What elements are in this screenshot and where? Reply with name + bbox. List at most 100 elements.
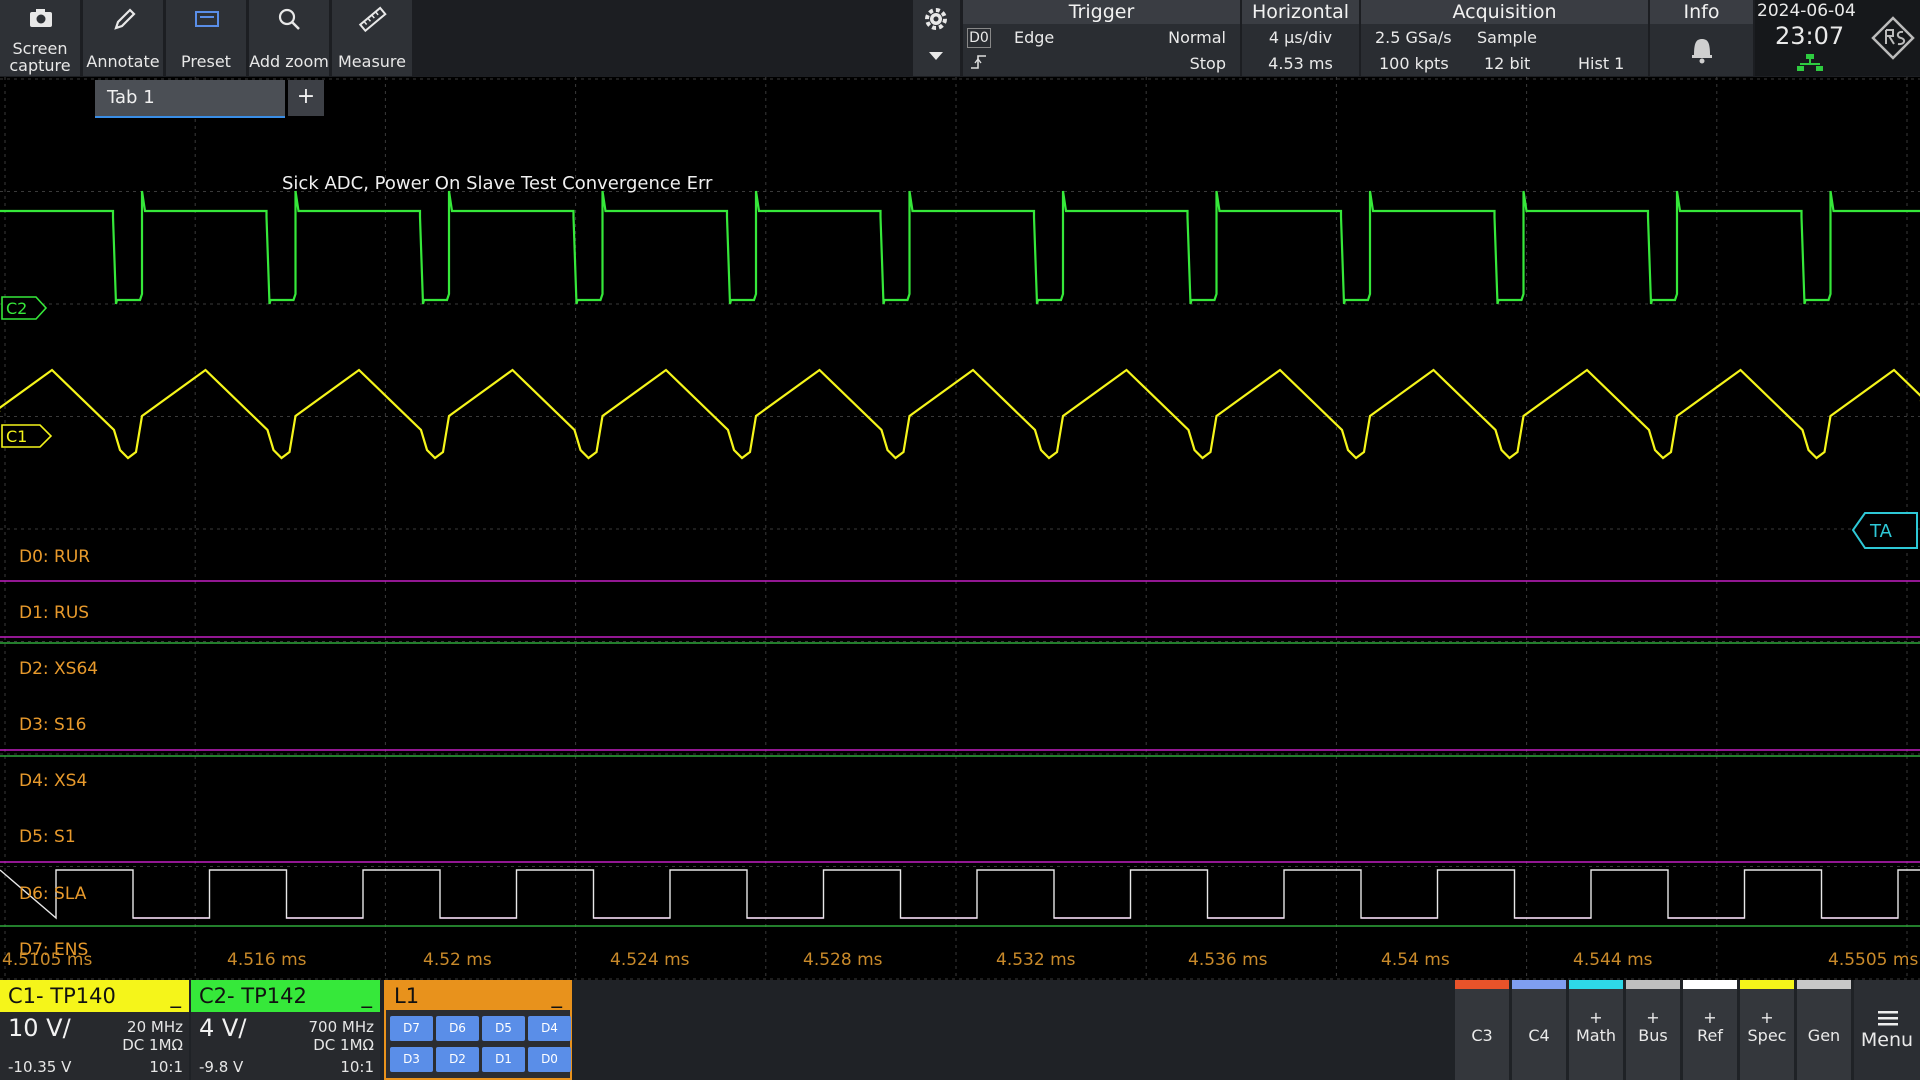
c4-button[interactable]: C4 xyxy=(1512,980,1566,1080)
digital-label-d0[interactable]: D0: RUR xyxy=(19,547,91,567)
ref-plus: + xyxy=(1703,1008,1717,1027)
c1-marker-label: C1 xyxy=(6,427,27,446)
l1-d6-button[interactable]: D6 xyxy=(436,1016,479,1041)
l1-minimize-icon[interactable]: _ xyxy=(551,984,563,1008)
c1-minimize-icon[interactable]: _ xyxy=(170,984,182,1008)
spec-button[interactable]: + Spec xyxy=(1740,980,1794,1080)
rs-logo xyxy=(1867,0,1920,76)
c1-channel-box[interactable]: C1- TP140 _ 10 V/ 20 MHz DC 1MΩ -10.35 V… xyxy=(0,980,189,1080)
trigger-type: Edge xyxy=(1014,28,1055,47)
c1-header: C1- TP140 _ xyxy=(0,980,189,1012)
l1-digital-buttons: D7 D6 D5 D4 D3 D2 D1 D0 xyxy=(386,1010,571,1078)
rising-edge-icon xyxy=(971,55,986,69)
l1-d2-button[interactable]: D2 xyxy=(436,1047,479,1072)
c2-minimize-icon[interactable]: _ xyxy=(361,984,373,1008)
add-zoom-button[interactable]: Add zoom xyxy=(249,0,329,76)
math-plus: + xyxy=(1589,1008,1603,1027)
l1-d1-button[interactable]: D1 xyxy=(482,1047,525,1072)
gear-icon xyxy=(925,8,947,60)
info-title: Info xyxy=(1650,0,1753,24)
annotate-button[interactable]: Annotate xyxy=(83,0,163,76)
preset-button[interactable]: Preset xyxy=(166,0,246,76)
spec-plus: + xyxy=(1760,1008,1774,1027)
l1-d5-button[interactable]: D5 xyxy=(482,1016,525,1041)
digital-label-d7[interactable]: D7: ENS xyxy=(19,940,89,960)
screen-capture-button[interactable]: Screen capture xyxy=(0,0,80,76)
ref-label: Ref xyxy=(1697,1026,1723,1045)
measure-button[interactable]: Measure xyxy=(332,0,412,76)
c2-offset: -9.8 V xyxy=(199,1058,244,1076)
trigger-level-marker[interactable]: TA xyxy=(1851,512,1918,549)
screen-capture-label: Screen capture xyxy=(9,39,71,75)
gen-label: Gen xyxy=(1807,1026,1841,1045)
magnifier-icon xyxy=(249,6,329,34)
time-tick-label: 4.544 ms xyxy=(1573,950,1653,970)
c1-coupling: DC 1MΩ xyxy=(122,1036,183,1054)
bus-button[interactable]: + Bus xyxy=(1626,980,1680,1080)
c3-label: C3 xyxy=(1471,1026,1493,1045)
l1-d4-button[interactable]: D4 xyxy=(528,1016,571,1041)
ruler-icon xyxy=(332,6,412,34)
c2-name: C2- TP142 xyxy=(199,984,307,1008)
trigger-panel[interactable]: Trigger D0 Edge Normal Stop xyxy=(963,0,1240,76)
c2-probe: 10:1 xyxy=(340,1058,374,1076)
c2-channel-box[interactable]: C2- TP142 _ 4 V/ 700 MHz DC 1MΩ -9.8 V 1… xyxy=(191,980,380,1080)
math-label: Math xyxy=(1575,1026,1617,1045)
trigger-mode: Normal xyxy=(1168,28,1226,47)
datetime-display: 2024-06-04 23:07 xyxy=(1755,0,1867,76)
digital-label-d2[interactable]: D2: XS64 xyxy=(19,659,99,679)
l1-d3-button[interactable]: D3 xyxy=(390,1047,433,1072)
trigger-state: Stop xyxy=(1189,54,1226,73)
c1-offset-marker[interactable]: C1 xyxy=(1,424,53,448)
menu-button[interactable]: Menu xyxy=(1854,980,1920,1080)
c1-offset: -10.35 V xyxy=(8,1058,72,1076)
c1-name: C1- TP140 xyxy=(8,984,116,1008)
l1-d0-button[interactable]: D0 xyxy=(528,1047,571,1072)
digital-label-d6[interactable]: D6: SLA xyxy=(19,884,87,904)
digital-label-d5[interactable]: D5: S1 xyxy=(19,827,76,847)
pencil-icon xyxy=(83,6,163,34)
math-button[interactable]: + Math xyxy=(1569,980,1623,1080)
network-icon xyxy=(1797,54,1823,71)
time-tick-label: 4.516 ms xyxy=(227,950,307,970)
digital-label-d4[interactable]: D4: XS4 xyxy=(19,771,88,791)
acquisition-panel[interactable]: Acquisition 2.5 GSa/s Sample 100 kpts 12… xyxy=(1361,0,1648,76)
waveform-display[interactable]: C2 C1 TA Sick ADC, Power On Slave Test C… xyxy=(0,77,1920,980)
c2-offset-marker[interactable]: C2 xyxy=(1,296,48,320)
c2-waveform xyxy=(0,190,1920,305)
time-text: 23:07 xyxy=(1775,22,1845,50)
trigger-marker-label: TA xyxy=(1869,521,1893,542)
settings-button[interactable] xyxy=(913,0,960,76)
preset-icon xyxy=(166,6,246,34)
gen-button[interactable]: Gen xyxy=(1797,980,1851,1080)
ref-button[interactable]: + Ref xyxy=(1683,980,1737,1080)
camera-icon xyxy=(0,6,80,34)
graticule xyxy=(0,77,1920,980)
add-tab-button[interactable]: + xyxy=(288,80,324,116)
l1-logic-box[interactable]: L1 _ D7 D6 D5 D4 D3 D2 D1 D0 xyxy=(384,980,572,1080)
digital-label-d1[interactable]: D1: RUS xyxy=(19,603,90,623)
horizontal-panel[interactable]: Horizontal 4 µs/div 4.53 ms xyxy=(1242,0,1359,76)
l1-d7-button[interactable]: D7 xyxy=(390,1016,433,1041)
annotation-text[interactable]: Sick ADC, Power On Slave Test Convergenc… xyxy=(282,173,713,194)
acquisition-title: Acquisition xyxy=(1361,0,1648,24)
histogram-label: Hist 1 xyxy=(1578,54,1625,73)
time-tick-label: 4.5505 ms xyxy=(1828,950,1919,970)
info-panel[interactable]: Info xyxy=(1650,0,1753,76)
c2-bandwidth: 700 MHz xyxy=(308,1018,375,1036)
c1-probe: 10:1 xyxy=(149,1058,183,1076)
l1-header: L1 _ xyxy=(386,982,570,1010)
bus-label: Bus xyxy=(1638,1026,1668,1045)
annotate-label: Annotate xyxy=(86,52,160,71)
c3-button[interactable]: C3 xyxy=(1455,980,1509,1080)
digital-label-d3[interactable]: D3: S16 xyxy=(19,715,87,735)
menu-label: Menu xyxy=(1860,1029,1914,1051)
measure-label: Measure xyxy=(338,52,406,71)
time-tick-label: 4.524 ms xyxy=(610,950,690,970)
date-text: 2024-06-04 xyxy=(1757,1,1856,21)
tab-1-label: Tab 1 xyxy=(107,87,155,108)
c2-settings: 4 V/ 700 MHz DC 1MΩ -9.8 V 10:1 xyxy=(191,1012,380,1080)
time-tick-label: 4.528 ms xyxy=(803,950,883,970)
trigger-title: Trigger xyxy=(963,0,1240,24)
tab-1[interactable]: Tab 1 xyxy=(95,80,285,118)
